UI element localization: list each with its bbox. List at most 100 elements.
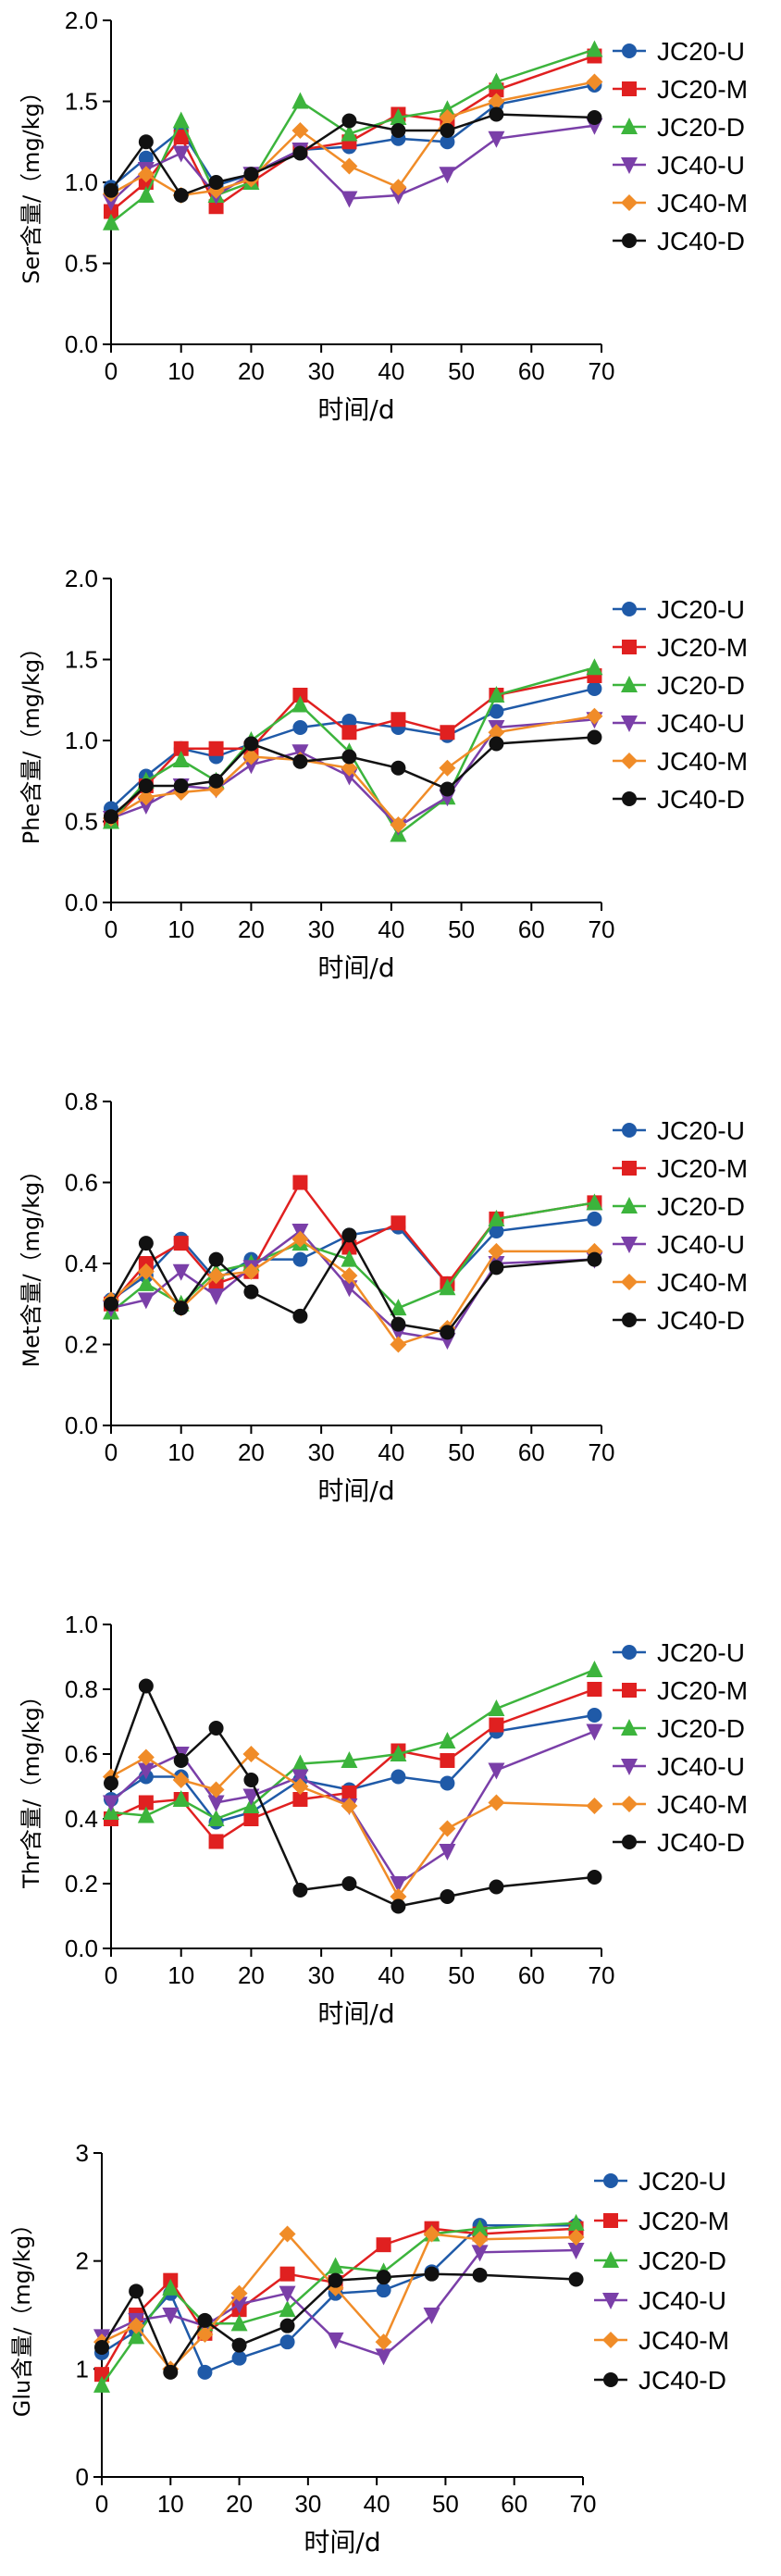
y-tick-label: 1.5 — [65, 646, 98, 674]
data-point-jc40-d — [208, 773, 224, 789]
data-point-jc40-m — [375, 2333, 392, 2351]
x-tick-label: 70 — [570, 2490, 597, 2518]
data-point-jc40-m — [439, 759, 456, 777]
data-point-jc40-d — [129, 2284, 144, 2299]
x-tick-label: 60 — [518, 1961, 545, 1989]
data-point-jc20-d — [390, 1745, 407, 1761]
chart-panel-4: 0.0 0.2 0.4 0.6 0.8 1.0 0 10 20 30 40 50 60 70 时间/d Thr… — [19, 1611, 748, 2029]
data-point-jc20-d — [439, 1732, 456, 1748]
data-point-jc40-u — [291, 1769, 309, 1786]
y-tick-label: 3 — [76, 2139, 89, 2167]
data-point-jc40-d — [587, 729, 602, 745]
data-point-jc20-m — [341, 725, 357, 740]
data-point-jc20-d — [488, 686, 505, 703]
data-point-jc40-m — [196, 2326, 214, 2343]
data-point-jc40-d — [94, 2340, 109, 2355]
data-point-jc40-d — [472, 2267, 488, 2283]
y-axis-label: Ser含量/（mg/kg） — [19, 81, 44, 284]
data-point-jc20-m — [173, 130, 189, 144]
data-point-jc40-d — [197, 2312, 213, 2328]
data-point-jc20-m — [292, 688, 308, 703]
data-point-jc20-m — [341, 1786, 357, 1800]
data-point-jc40-m — [242, 1263, 260, 1280]
data-point-jc40-m — [488, 1242, 505, 1260]
y-tick-label: 0.6 — [65, 1169, 98, 1197]
x-tick-label: 20 — [238, 1961, 265, 1989]
data-point-jc20-u — [341, 714, 357, 728]
x-tick-label: 60 — [518, 1438, 545, 1466]
x-axis-label: 时间/d — [317, 394, 394, 425]
data-point-jc20-m — [208, 740, 224, 756]
legend-entry-jc40-d: JC40-D — [657, 785, 745, 814]
legend-entry-jc20-m: JC20-M — [657, 1154, 748, 1183]
data-point-jc20-u — [489, 703, 504, 719]
legend-marker-jc20-u — [622, 44, 637, 58]
legend-entry-jc40-u: JC40-U — [657, 151, 745, 180]
data-point-jc20-d — [137, 1274, 155, 1291]
data-point-jc40-m — [291, 1230, 309, 1248]
x-tick-label: 10 — [157, 2490, 184, 2518]
legend-marker-jc20-u — [603, 2173, 618, 2188]
data-point-jc40-m — [586, 707, 603, 725]
data-point-jc40-m — [137, 166, 155, 183]
y-tick-label: 0.0 — [65, 330, 98, 358]
data-point-jc20-m — [440, 725, 455, 740]
x-tick-label: 70 — [589, 915, 615, 943]
x-tick-label: 50 — [448, 1961, 475, 1989]
data-point-jc20-d — [471, 2219, 489, 2236]
data-point-jc40-d — [173, 188, 189, 203]
data-point-jc40-u — [341, 1280, 358, 1298]
data-point-jc40-d — [138, 778, 154, 793]
data-point-jc20-u — [440, 1775, 455, 1791]
y-tick-label: 0.2 — [65, 1331, 98, 1359]
data-point-jc40-d — [208, 1251, 224, 1267]
x-tick-label: 30 — [308, 357, 335, 385]
data-point-jc40-m — [390, 179, 407, 196]
x-tick-label: 60 — [518, 915, 545, 943]
data-point-jc40-m — [439, 1820, 456, 1837]
data-point-jc40-m — [567, 2229, 585, 2246]
legend-entry-jc40-d: JC40-D — [657, 1828, 745, 1857]
data-point-jc20-d — [327, 2257, 344, 2274]
data-point-jc40-d — [138, 1678, 154, 1694]
data-point-jc40-u — [103, 1795, 119, 1812]
x-tick-label: 40 — [378, 1961, 404, 1989]
data-point-jc40-d — [489, 1260, 504, 1276]
legend-entry-jc40-m: JC40-M — [657, 747, 748, 776]
y-tick-label: 1 — [76, 2355, 89, 2383]
legend-entry-jc40-m: JC40-M — [657, 1790, 748, 1819]
x-axis-label: 时间/d — [317, 952, 394, 983]
data-point-jc40-m — [341, 759, 358, 777]
data-point-jc40-d — [243, 736, 259, 752]
x-tick-label: 40 — [378, 915, 404, 943]
data-point-jc20-u — [587, 681, 602, 696]
legend-marker-jc20-m — [622, 640, 637, 654]
x-tick-label: 0 — [105, 357, 118, 385]
legend: JC20-U JC20-M JC20-D JC40-U JC40-M JC40-D — [613, 1638, 748, 1857]
data-point-jc20-u — [587, 1211, 602, 1226]
legend-marker-jc40-d — [622, 1835, 637, 1849]
legend-marker-jc40-m — [602, 2332, 619, 2348]
legend-marker-jc40-d — [603, 2372, 618, 2387]
data-point-jc40-u — [137, 1292, 155, 1310]
data-point-jc20-d — [390, 1299, 407, 1316]
legend-entry-jc40-m: JC40-M — [657, 1268, 748, 1297]
data-point-jc40-d — [341, 749, 357, 765]
data-point-jc20-m — [279, 2266, 295, 2282]
data-point-jc40-m — [488, 724, 505, 741]
data-point-jc40-m — [341, 1798, 358, 1814]
data-point-jc40-m — [586, 1798, 603, 1814]
data-point-jc40-u — [390, 188, 407, 205]
y-tick-label: 1.0 — [65, 727, 98, 754]
data-point-jc40-u — [471, 2245, 489, 2262]
data-point-jc40-m — [291, 1778, 309, 1795]
legend-entry-jc40-u: JC40-U — [657, 1752, 745, 1781]
y-tick-label: 1.5 — [65, 88, 98, 116]
legend-marker-jc40-u — [602, 2293, 619, 2309]
legend-marker-jc20-m — [622, 81, 637, 96]
legend-entry-jc20-u: JC20-U — [638, 2167, 726, 2196]
x-tick-label: 10 — [167, 1961, 194, 1989]
x-tick-label: 60 — [501, 2490, 527, 2518]
y-axis-label: Glu含量/（mg/kg） — [9, 2213, 35, 2417]
data-point-jc20-d — [207, 1810, 225, 1826]
